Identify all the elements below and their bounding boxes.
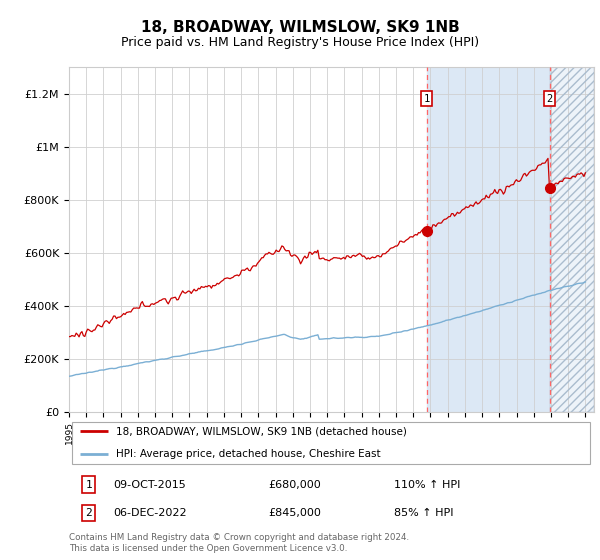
Text: Price paid vs. HM Land Registry's House Price Index (HPI): Price paid vs. HM Land Registry's House … (121, 36, 479, 49)
Text: £845,000: £845,000 (269, 508, 322, 518)
Text: 1: 1 (424, 94, 430, 104)
Text: 1: 1 (86, 479, 92, 489)
Text: 2: 2 (86, 508, 92, 518)
Bar (550, 67, 594, 412)
Text: 2: 2 (547, 94, 553, 104)
Bar (550, 67, 594, 412)
Bar (69, 67, 427, 412)
Text: 09-OCT-2015: 09-OCT-2015 (113, 479, 187, 489)
Text: HPI: Average price, detached house, Cheshire East: HPI: Average price, detached house, Ches… (116, 450, 381, 459)
Text: 06-DEC-2022: 06-DEC-2022 (113, 508, 187, 518)
Text: 110% ↑ HPI: 110% ↑ HPI (395, 479, 461, 489)
FancyBboxPatch shape (71, 422, 590, 464)
Text: 18, BROADWAY, WILMSLOW, SK9 1NB (detached house): 18, BROADWAY, WILMSLOW, SK9 1NB (detache… (116, 427, 407, 436)
Text: £680,000: £680,000 (269, 479, 321, 489)
Text: Contains HM Land Registry data © Crown copyright and database right 2024.
This d: Contains HM Land Registry data © Crown c… (69, 533, 409, 553)
Bar (427, 67, 550, 412)
Text: 85% ↑ HPI: 85% ↑ HPI (395, 508, 454, 518)
Text: 18, BROADWAY, WILMSLOW, SK9 1NB: 18, BROADWAY, WILMSLOW, SK9 1NB (140, 20, 460, 35)
